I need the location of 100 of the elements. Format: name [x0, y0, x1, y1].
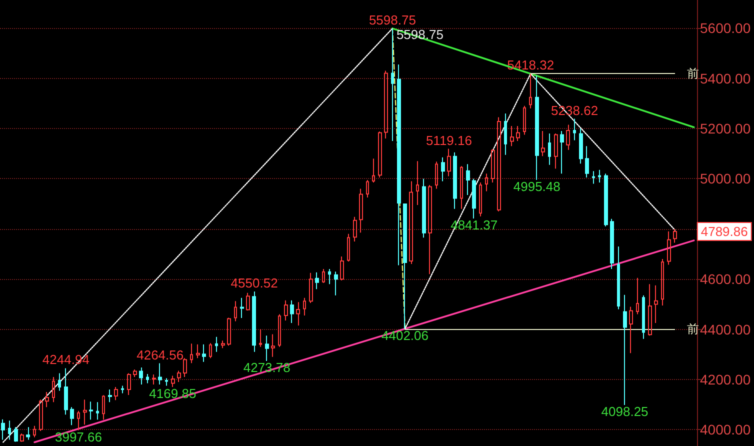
- candlestick: [77, 410, 80, 431]
- candlestick: [372, 158, 375, 183]
- candlestick: [535, 75, 539, 180]
- candlestick: [234, 300, 237, 322]
- candlestick: [221, 340, 225, 349]
- candlestick: [259, 328, 262, 348]
- candlestick: [422, 178, 426, 238]
- candlestick: [554, 133, 558, 170]
- candlestick: [158, 362, 162, 386]
- candlestick: [8, 420, 11, 440]
- candlestick: [20, 432, 24, 442]
- candlestick: [629, 306, 633, 354]
- annotation: 4402.06: [382, 328, 429, 343]
- candlestick: [177, 370, 181, 382]
- candlestick: [33, 425, 36, 438]
- y-tick-label: 4200.00: [700, 371, 751, 388]
- annotation: 5418.32: [507, 58, 554, 73]
- y-tick-label: 4000.00: [700, 422, 751, 438]
- ref-line-label: 前: [687, 322, 700, 336]
- candlestick: [447, 148, 451, 177]
- candlestick: [133, 368, 137, 378]
- candlestick: [246, 292, 250, 311]
- candlestick: [560, 130, 564, 174]
- candlestick: [466, 164, 470, 196]
- candlestick: [353, 216, 357, 242]
- annotation: 5598.75: [368, 12, 416, 28]
- y-tick-label: 5400.00: [700, 70, 751, 86]
- candlestick: [617, 246, 620, 310]
- annotation: 4098.25: [601, 404, 648, 420]
- candlestick: [485, 173, 488, 192]
- candlestick: [196, 344, 200, 359]
- candlestick: [623, 294, 627, 406]
- candlestick: [127, 372, 131, 396]
- candlestick: [416, 160, 419, 206]
- text: 4789.86: [700, 224, 748, 239]
- y-tick-label: 4600.00: [700, 271, 751, 288]
- candlestick: [83, 399, 87, 426]
- candlestick: [340, 256, 344, 281]
- candlestick: [667, 230, 671, 266]
- candlestick: [309, 272, 313, 304]
- candlestick: [378, 131, 382, 178]
- candlestick: [472, 178, 476, 220]
- candlestick: [453, 152, 457, 210]
- candlestick: [26, 426, 30, 440]
- candlestick: [322, 268, 325, 284]
- candlestick: [592, 170, 595, 184]
- candlestick: [529, 73, 532, 109]
- candlestick: [504, 112, 507, 156]
- candlestick: [510, 125, 514, 147]
- candlestick: [1, 418, 5, 440]
- candlestick: [585, 146, 589, 178]
- candlestick: [121, 385, 124, 394]
- annotation: 4550.52: [230, 276, 278, 291]
- candlestick: [278, 314, 281, 348]
- candlestick: [548, 133, 551, 166]
- annotation: 4169.85: [149, 386, 196, 402]
- candlestick: [108, 389, 112, 403]
- candlestick: [441, 156, 445, 182]
- candlestick: [573, 118, 576, 141]
- candlestick: [265, 335, 269, 362]
- candlestick: [359, 188, 363, 234]
- candlestick: [516, 125, 520, 142]
- candlestick: [171, 375, 175, 388]
- annotation: 5119.16: [426, 132, 472, 148]
- candlestick: [642, 294, 645, 340]
- candlestick: [403, 203, 407, 330]
- candlestick: [39, 399, 43, 432]
- y-tick-label: 5000.00: [700, 170, 751, 187]
- candlestick: [334, 271, 338, 296]
- candlestick: [290, 300, 294, 324]
- candlestick: [296, 302, 300, 326]
- candlestick: [328, 268, 331, 285]
- candlestick: [384, 70, 388, 140]
- candlestick: [58, 372, 61, 392]
- candlestick: [202, 344, 206, 362]
- candlestick: [64, 368, 68, 416]
- candlestick: [240, 297, 244, 318]
- candlestick: [70, 406, 74, 426]
- candlestick: [165, 378, 168, 386]
- candlestick: [661, 258, 664, 306]
- candlestick: [604, 173, 608, 227]
- candlestick: [52, 376, 55, 403]
- annotation: 3997.66: [54, 429, 102, 444]
- candlestick: [566, 124, 570, 150]
- candlestick: [209, 342, 212, 359]
- candlestick: [391, 28, 394, 142]
- candlestick: [152, 374, 156, 386]
- y-tick-label: 5600.00: [700, 20, 751, 36]
- candlestick: [227, 317, 231, 346]
- candlestick: [183, 358, 187, 378]
- candlestick: [654, 284, 658, 324]
- candlestick: [579, 128, 583, 164]
- annotation: 4995.48: [513, 178, 560, 194]
- candlestick: [541, 130, 545, 157]
- candlestick: [435, 161, 438, 190]
- y-tick-label: 4400.00: [700, 321, 751, 338]
- candlestick: [146, 373, 149, 384]
- candlestick: [366, 179, 369, 198]
- candlestick: [114, 386, 118, 401]
- candlestick: [14, 426, 18, 442]
